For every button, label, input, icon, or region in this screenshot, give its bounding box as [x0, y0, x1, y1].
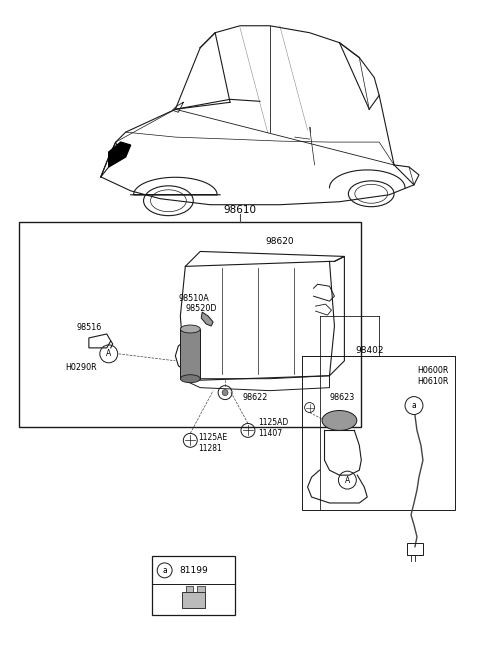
- Text: 98402: 98402: [355, 346, 384, 356]
- Text: 11407: 11407: [258, 429, 282, 438]
- Text: a: a: [162, 566, 167, 575]
- Text: A: A: [106, 350, 111, 358]
- Text: 11281: 11281: [198, 444, 222, 453]
- Bar: [19, 222, 361, 428]
- Text: 1125AD: 1125AD: [258, 418, 288, 427]
- Polygon shape: [201, 312, 213, 326]
- Bar: [301, 356, 455, 510]
- Text: a: a: [412, 401, 416, 410]
- Text: 98623: 98623: [329, 393, 355, 402]
- Circle shape: [222, 390, 228, 396]
- Text: 98610: 98610: [224, 205, 256, 215]
- Text: 98510A: 98510A: [179, 294, 209, 302]
- Text: H0610R: H0610R: [417, 377, 448, 386]
- Text: H0600R: H0600R: [417, 366, 448, 375]
- Text: 98622: 98622: [243, 393, 268, 402]
- Text: 98516: 98516: [76, 323, 101, 333]
- Bar: [185, 586, 193, 592]
- Text: A: A: [345, 476, 350, 485]
- Text: 81199: 81199: [180, 566, 208, 575]
- Text: H0290R: H0290R: [65, 363, 97, 372]
- Ellipse shape: [180, 375, 200, 382]
- Bar: [407, 543, 423, 555]
- Bar: [152, 556, 235, 615]
- Text: 1125AE: 1125AE: [198, 433, 228, 442]
- Text: 98620: 98620: [265, 237, 294, 246]
- Text: 98520D: 98520D: [185, 304, 217, 313]
- Bar: [180, 329, 200, 379]
- Bar: [181, 592, 205, 607]
- Bar: [197, 586, 205, 592]
- Polygon shape: [109, 142, 131, 167]
- Ellipse shape: [322, 411, 357, 430]
- Ellipse shape: [180, 325, 200, 333]
